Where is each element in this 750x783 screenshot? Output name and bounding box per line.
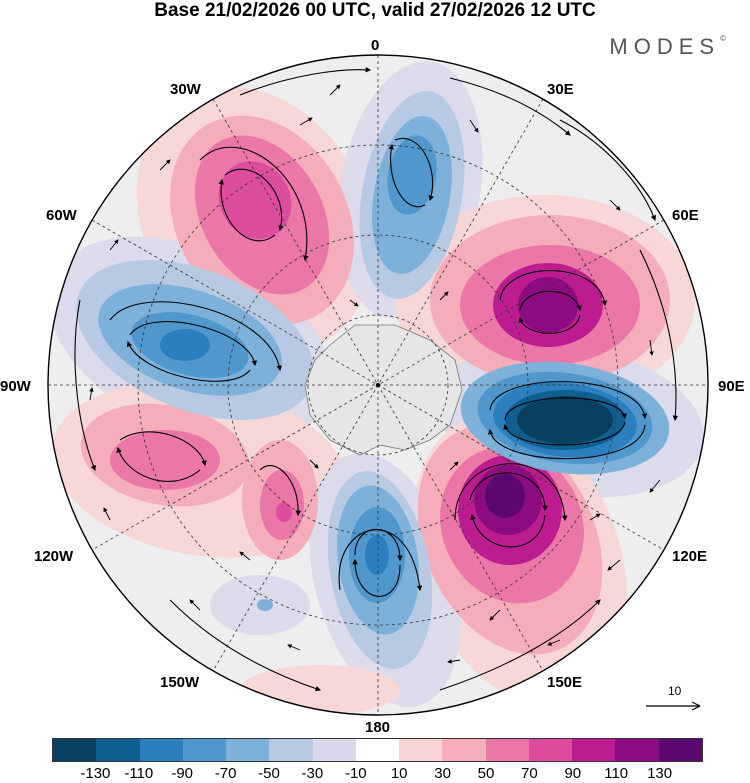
colorbar-tick-label: -110 xyxy=(124,765,154,782)
colorbar-tick-label: -10 xyxy=(344,765,367,782)
colorbar-tick-label: 10 xyxy=(390,765,408,782)
south-pole-marker xyxy=(376,383,380,387)
lon-label-60w: 60W xyxy=(46,207,77,224)
colorbar-bin xyxy=(226,739,270,761)
lon-label-90e: 90E xyxy=(718,378,745,395)
colorbar-bin xyxy=(485,739,529,761)
colorbar-tick-label: -90 xyxy=(171,765,194,782)
colorbar-tick-label: 50 xyxy=(477,765,495,782)
colorbar-bin xyxy=(53,739,97,761)
colorbar-bin xyxy=(528,739,573,761)
lon-label-180: 180 xyxy=(365,719,391,736)
brand-mark: © xyxy=(720,34,726,43)
lon-label-120e: 120E xyxy=(672,548,708,565)
colorbar-tick-label: 110 xyxy=(604,765,629,782)
colorbar-bin xyxy=(658,739,702,761)
colorbar-tick-label: 90 xyxy=(564,765,582,782)
lon-label-150w: 150W xyxy=(160,674,200,691)
colorbar xyxy=(52,738,703,762)
antarctica xyxy=(304,324,463,456)
colorbar-bin xyxy=(269,739,313,761)
reference-vector-arrow xyxy=(646,701,701,711)
colorbar-tick-label: -130 xyxy=(80,765,111,782)
colorbar-tick-label: 70 xyxy=(521,765,538,782)
reference-vector-label: 10 xyxy=(668,684,682,698)
map-boundary xyxy=(47,54,709,716)
colorbar-bin xyxy=(312,739,356,761)
positive-anomalies xyxy=(80,115,670,655)
colorbar-bin xyxy=(399,739,443,761)
colorbar-tick-label: -50 xyxy=(258,765,280,782)
colorbar-bin xyxy=(182,739,227,761)
colorbar-bin xyxy=(355,739,400,761)
colorbar-tick-label: -30 xyxy=(301,765,324,782)
wind-streamlines xyxy=(74,66,679,692)
colorbar-bin xyxy=(572,739,616,761)
colorbar-bin xyxy=(139,739,183,761)
lon-label-30w: 30W xyxy=(170,81,201,98)
lon-label-0: 0 xyxy=(371,37,380,54)
chart-title: Base 21/02/2026 00 UTC, valid 27/02/2026… xyxy=(154,0,596,21)
colorbar-bin xyxy=(615,739,659,761)
colorbar-tick-label: -70 xyxy=(214,765,237,782)
brand-text: MODES xyxy=(609,34,721,59)
brand-logo: MODES© xyxy=(609,34,726,60)
lon-label-120w: 120W xyxy=(34,548,74,565)
colorbar-tick-label: 30 xyxy=(434,765,451,782)
lon-label-150e: 150E xyxy=(547,674,583,691)
colorbar-tick-label: 130 xyxy=(647,765,673,782)
lon-label-60e: 60E xyxy=(672,207,699,224)
lon-label-30e: 30E xyxy=(547,81,574,98)
colorbar-bin xyxy=(96,739,140,761)
wind-vectors xyxy=(89,84,661,664)
colorbar-bin xyxy=(442,739,486,761)
negative-anomalies xyxy=(76,91,670,669)
lon-label-90w: 90W xyxy=(0,378,31,395)
